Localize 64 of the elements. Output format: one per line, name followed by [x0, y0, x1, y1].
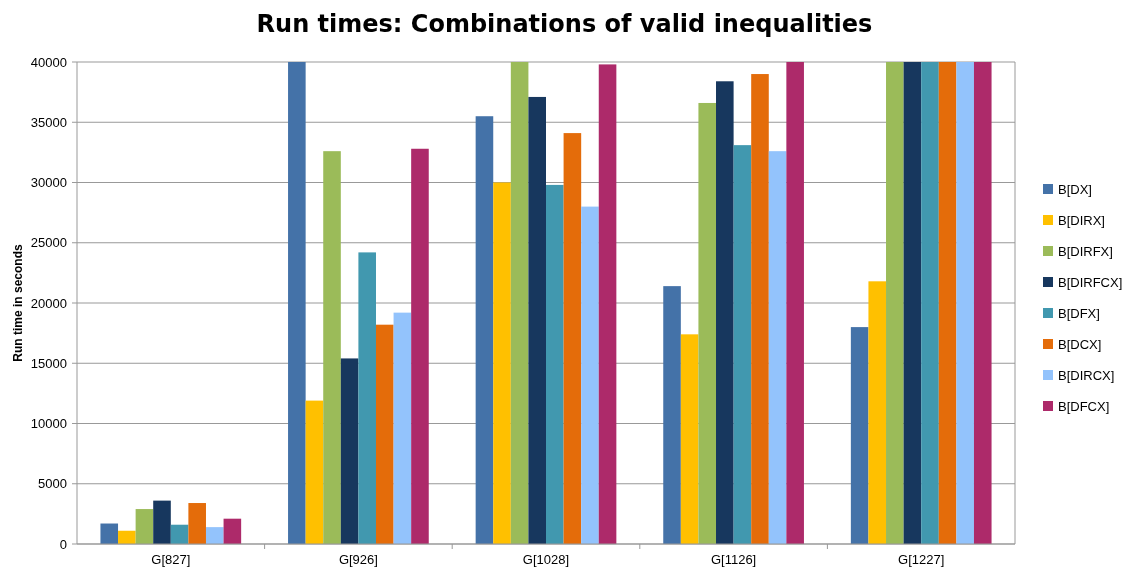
- y-tick-label: 25000: [30, 235, 67, 251]
- bar: [118, 530, 136, 544]
- bar: [288, 62, 306, 544]
- y-tick-label: 10000: [30, 416, 67, 432]
- y-tick-label: 20000: [30, 295, 67, 311]
- bar: [903, 62, 922, 544]
- bar: [663, 286, 681, 544]
- y-tick-label: 0: [59, 536, 67, 552]
- bar: [868, 281, 887, 544]
- x-tick-label: G[827]: [151, 552, 191, 567]
- bar: [223, 518, 242, 544]
- bar: [340, 358, 359, 544]
- legend-label: B[DX]: [1058, 181, 1092, 197]
- bar: [100, 523, 119, 544]
- x-tick-label: G[1126]: [710, 552, 757, 567]
- bar: [135, 509, 154, 544]
- bar: [786, 62, 804, 544]
- bar: [323, 151, 341, 544]
- bar: [475, 116, 494, 544]
- bar: [581, 206, 599, 544]
- bar: [358, 252, 376, 544]
- bar: [493, 182, 511, 544]
- legend-label: B[DFX]: [1058, 305, 1100, 321]
- x-tick-label: G[1028]: [522, 552, 570, 567]
- bar: [411, 148, 429, 544]
- legend-label: B[DIRFX]: [1058, 243, 1113, 259]
- bar: [768, 151, 787, 544]
- bar: [188, 503, 206, 544]
- bar: [956, 62, 974, 544]
- bar: [546, 184, 564, 544]
- y-tick-label: 5000: [38, 476, 67, 492]
- bar: [393, 312, 412, 544]
- bar: [305, 400, 324, 544]
- x-tick-label: G[926]: [338, 552, 378, 567]
- legend-label: B[DFCX]: [1058, 398, 1110, 414]
- bar: [886, 62, 904, 544]
- bar: [938, 62, 957, 544]
- bar: [375, 324, 394, 544]
- bar: [598, 64, 617, 544]
- bar: [680, 334, 699, 544]
- legend-label: B[DIRX]: [1058, 212, 1105, 228]
- y-axis-title: Run time in seconds: [11, 244, 25, 362]
- bar: [733, 145, 752, 544]
- legend-label: B[DCX]: [1058, 336, 1102, 352]
- bar: [170, 524, 189, 544]
- bar: [716, 81, 734, 544]
- bar: [563, 133, 582, 544]
- y-tick-label: 35000: [30, 114, 67, 130]
- bar: [698, 102, 717, 544]
- bar: [751, 74, 769, 544]
- bar: [921, 62, 939, 544]
- bar: [510, 62, 529, 544]
- chart-title: Run times: Combinations of valid inequalities: [256, 10, 873, 38]
- bar: [973, 62, 992, 544]
- y-tick-label: 40000: [30, 54, 67, 70]
- bar: [205, 527, 224, 544]
- y-tick-label: 15000: [30, 355, 67, 371]
- bar: [153, 500, 171, 544]
- x-tick-label: G[1227]: [898, 552, 945, 567]
- legend-label: B[DIRCX]: [1058, 367, 1115, 383]
- y-tick-label: 30000: [30, 175, 67, 191]
- bar: [850, 327, 869, 544]
- legend-label: B[DIRFCX]: [1058, 274, 1123, 290]
- bar: [528, 96, 546, 544]
